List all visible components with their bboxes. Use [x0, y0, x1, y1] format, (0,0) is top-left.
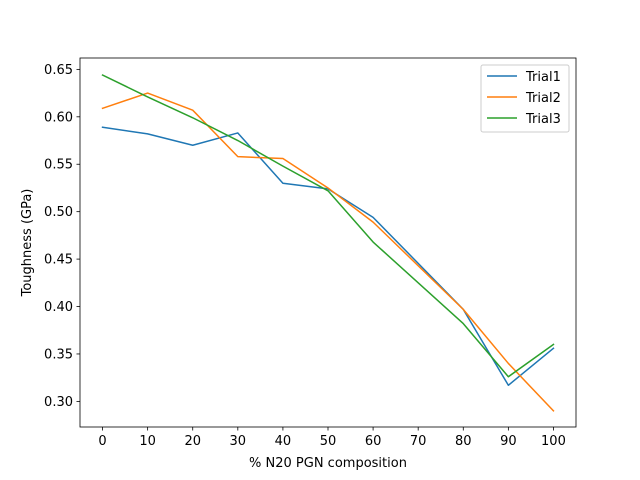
x-axis-label: % N20 PGN composition: [249, 456, 407, 471]
series-line-trial1: [101, 126, 555, 387]
y-tick-label: 0.35: [44, 347, 73, 362]
y-tick-label: 0.60: [44, 110, 73, 125]
series-lines: [101, 74, 555, 412]
x-tick-label: 60: [365, 434, 382, 449]
y-tick-label: 0.30: [44, 395, 73, 410]
x-tick-label: 10: [139, 434, 156, 449]
x-tick-label: 80: [455, 434, 472, 449]
y-axis-label: Toughness (GPa): [20, 189, 35, 298]
legend-box: [480, 64, 570, 133]
x-tick-label: 40: [275, 434, 292, 449]
x-axis: 0 10 20 30 40 50 60 70 80 90 100: [98, 427, 566, 449]
legend-label-trial3: Trial3: [525, 112, 561, 127]
y-tick-label: 0.40: [44, 300, 73, 315]
y-axis: 0.30 0.35 0.40 0.45 0.50 0.55 0.60 0.65: [44, 63, 80, 410]
legend-label-trial2: Trial2: [525, 91, 561, 106]
x-tick-label: 30: [230, 434, 247, 449]
y-tick-label: 0.45: [44, 253, 73, 268]
y-tick-label: 0.65: [44, 63, 73, 78]
y-tick-label: 0.50: [44, 205, 73, 220]
x-tick-label: 90: [500, 434, 517, 449]
x-tick-label: 50: [320, 434, 337, 449]
x-tick-label: 100: [541, 434, 566, 449]
legend: Trial1 Trial2 Trial3: [480, 64, 570, 133]
series-line-trial3: [101, 74, 555, 378]
series-line-trial2: [101, 92, 555, 412]
y-tick-label: 0.55: [44, 158, 73, 173]
legend-label-trial1: Trial1: [525, 70, 561, 85]
x-tick-label: 0: [98, 434, 106, 449]
x-tick-label: 70: [410, 434, 427, 449]
x-tick-label: 20: [184, 434, 201, 449]
